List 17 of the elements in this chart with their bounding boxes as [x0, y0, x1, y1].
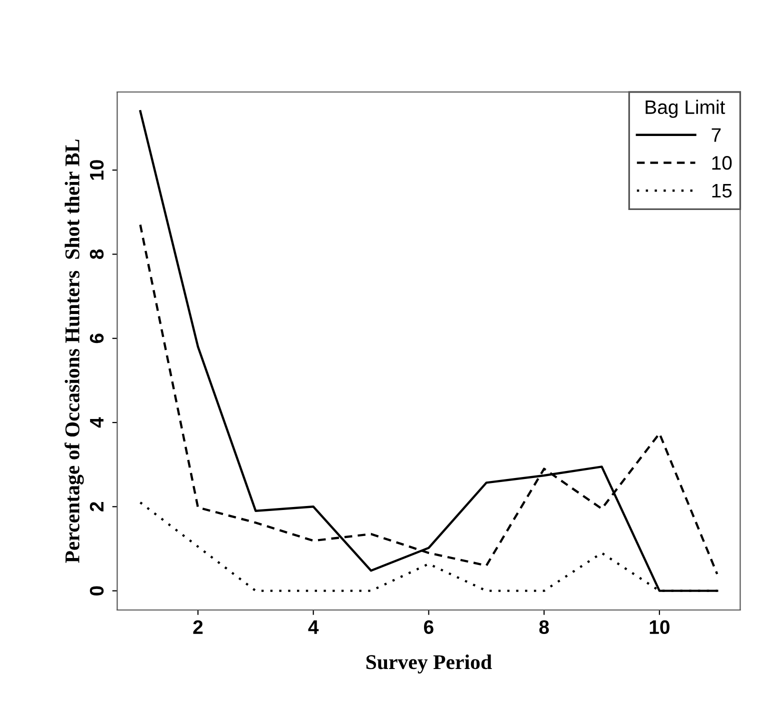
x-tick-label: 10: [650, 620, 670, 634]
y-axis-title: Percentage of Occasions Hunters Shot their BL: [64, 140, 84, 563]
y-tick-label: 6: [90, 334, 104, 344]
x-axis-title: Survey Period: [366, 654, 492, 674]
y-tick-label: 8: [90, 249, 104, 260]
legend-title: Bag Limit: [646, 100, 726, 118]
y-tick-label: 0: [90, 586, 104, 596]
legend-label: 15: [712, 184, 732, 198]
legend-label: 7: [712, 128, 721, 142]
y-tick-label: 2: [90, 502, 104, 512]
x-tick-label: 4: [308, 620, 319, 634]
y-tick-label: 10: [90, 160, 104, 180]
x-tick-label: 8: [539, 620, 549, 634]
legend-label: 10: [712, 156, 732, 170]
x-tick-label: 6: [424, 620, 434, 634]
x-tick-label: 2: [193, 620, 203, 634]
y-tick-label: 4: [90, 417, 104, 428]
